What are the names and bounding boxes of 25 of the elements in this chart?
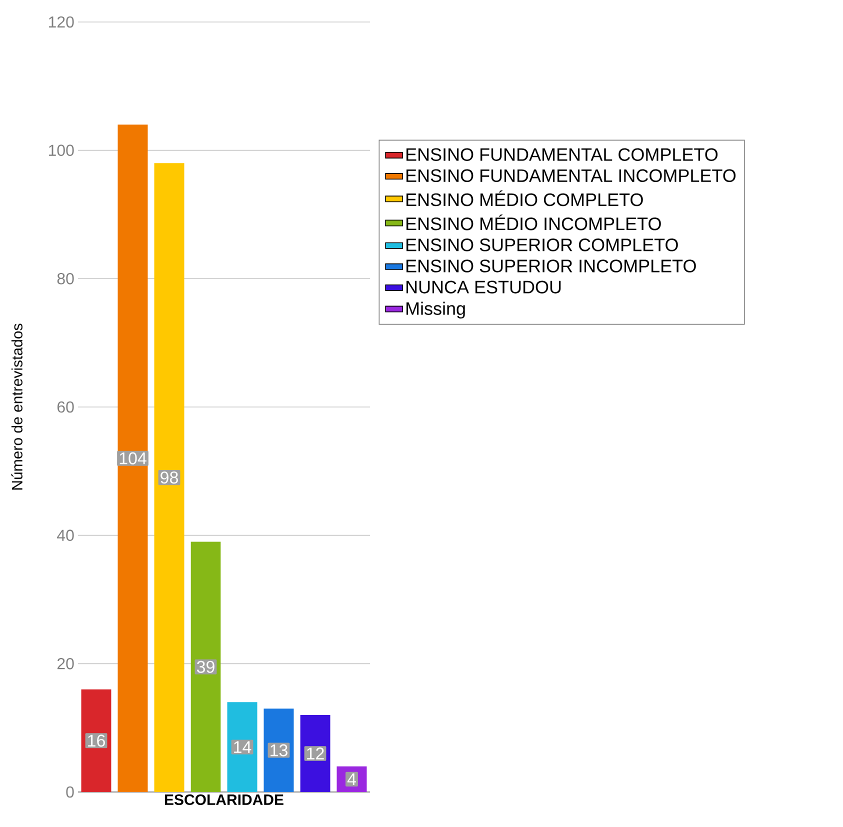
legend-label: ENSINO SUPERIOR INCOMPLETO	[406, 260, 696, 272]
data-label: 104	[120, 452, 146, 464]
y-tick-label: 80	[57, 273, 74, 284]
y-axis-title: Número de entrevistados	[11, 324, 22, 490]
data-label: 4	[347, 773, 356, 786]
x-axis-title: ESCOLARIDADE	[164, 794, 284, 806]
legend-label: ENSINO SUPERIOR COMPLETO	[406, 238, 678, 252]
y-tick-label: 0	[66, 786, 74, 798]
legend-label: ENSINO MÉDIO COMPLETO	[406, 190, 643, 206]
y-tick-label: 40	[57, 530, 74, 541]
data-label: 16	[88, 734, 105, 747]
data-label: 12	[307, 748, 324, 760]
data-label: 98	[160, 472, 178, 484]
legend-label: ENSINO MÉDIO INCOMPLETO	[406, 214, 661, 230]
y-tick-label: 120	[48, 16, 74, 28]
data-label: 39	[196, 660, 214, 673]
legend-label: ENSINO FUNDAMENTAL INCOMPLETO	[406, 169, 736, 182]
data-label: 14	[234, 741, 252, 753]
y-tick-label: 100	[48, 144, 74, 156]
legend-label: ENSINO FUNDAMENTAL COMPLETO	[406, 148, 718, 161]
legend-label: Missing	[406, 302, 465, 319]
y-tick-label: 20	[57, 658, 74, 670]
y-tick-label: 60	[57, 401, 74, 413]
legend-label: NUNCA ESTUDOU	[406, 280, 561, 294]
data-label: 13	[270, 744, 288, 756]
